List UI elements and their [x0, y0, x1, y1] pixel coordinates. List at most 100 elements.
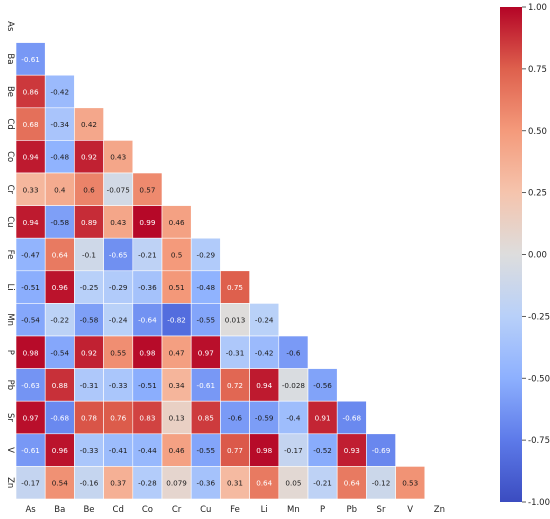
x-tick-label-Cr: Cr	[172, 505, 182, 515]
cell-Cd-Be	[74, 107, 104, 141]
cell-label-Pb-Li: 0.94	[256, 381, 272, 390]
y-tick-label-Pb: Pb	[5, 380, 15, 391]
cell-Mn-Cr	[161, 303, 192, 337]
cell-label-Sr-Mn: -0.4	[286, 414, 300, 423]
cell-Sr-Li	[249, 400, 280, 435]
cell-label-Li-Fe: 0.75	[227, 283, 243, 292]
cell-P-Cr	[161, 335, 192, 369]
cell-label-Cr-As: 0.33	[23, 185, 39, 194]
cell-V-P	[307, 433, 338, 467]
x-tick-label-Mn: Mn	[287, 505, 300, 515]
cell-Sr-Fe	[220, 400, 250, 435]
cell-label-Sr-Li: -0.59	[255, 414, 274, 423]
x-tick-label-Zn: Zn	[434, 505, 445, 515]
y-tick-label-Ba: Ba	[5, 53, 15, 64]
cell-Li-As	[15, 270, 46, 304]
cell-label-Mn-Li: -0.24	[255, 316, 274, 325]
cell-label-Cr-Be: 0.6	[83, 185, 95, 194]
y-tick-label-Mn: Mn	[5, 313, 15, 326]
cell-label-Co-Cd: 0.43	[110, 153, 126, 162]
cell-label-P-Be: 0.92	[81, 348, 97, 357]
cell-label-Mn-As: -0.54	[21, 316, 40, 325]
cell-label-Li-Co: -0.36	[138, 283, 157, 292]
x-tick-label-Ba: Ba	[54, 505, 65, 515]
y-tick-label-Cr: Cr	[5, 185, 15, 195]
cell-Zn-Cr	[161, 466, 192, 500]
x-tick-label-Fe: Fe	[230, 505, 240, 515]
cell-Sr-Pb	[336, 400, 367, 435]
colorbar-tick-label: -0.25	[528, 312, 550, 322]
cell-Cu-Cd	[103, 205, 134, 239]
cell-label-V-Cu: -0.55	[196, 446, 215, 455]
cell-label-V-Sr: -0.69	[372, 446, 391, 455]
cell-label-Zn-Fe: 0.31	[227, 479, 243, 488]
cell-label-Zn-V: 0.53	[402, 479, 418, 488]
cell-label-Fe-Be: -0.1	[82, 251, 96, 260]
cell-label-V-Fe: 0.77	[227, 446, 243, 455]
cell-label-Be-As: 0.86	[23, 88, 39, 97]
cell-Fe-Ba	[44, 237, 75, 272]
cell-Zn-Pb	[336, 466, 367, 500]
cell-Zn-Be	[74, 466, 104, 500]
cell-label-V-As: -0.61	[21, 446, 40, 455]
cell-label-Fe-Cd: -0.65	[109, 251, 128, 260]
cell-label-Fe-As: -0.47	[21, 251, 40, 260]
cell-Zn-Cd	[103, 466, 134, 500]
cell-label-Zn-Co: -0.28	[138, 479, 157, 488]
cell-label-Cu-Be: 0.89	[81, 218, 97, 227]
cell-Mn-Cd	[103, 303, 134, 337]
cell-label-V-P: -0.52	[313, 446, 332, 455]
cell-label-Mn-Co: -0.64	[138, 316, 157, 325]
cell-Cu-As	[15, 205, 46, 239]
cell-Sr-Be	[74, 400, 104, 435]
cell-Fe-Cd	[103, 237, 134, 272]
cell-V-Cu	[190, 433, 221, 467]
cell-label-Pb-Cu: -0.61	[196, 381, 215, 390]
cell-Zn-P	[307, 466, 338, 500]
cell-label-Sr-Cd: 0.76	[110, 414, 126, 423]
cell-P-Cd	[103, 335, 134, 369]
cell-Be-As	[15, 74, 46, 109]
cell-label-Pb-P: -0.56	[313, 381, 332, 390]
cell-label-V-Be: -0.33	[80, 446, 99, 455]
cell-label-Pb-Be: -0.31	[80, 381, 99, 390]
colorbar-tick-label: -1.00	[528, 498, 550, 508]
cell-label-V-Li: 0.98	[256, 446, 272, 455]
cell-label-Mn-Cu: -0.55	[196, 316, 215, 325]
cell-P-Mn	[278, 335, 309, 369]
cell-Li-Fe	[220, 270, 250, 304]
cell-Mn-Cu	[190, 303, 221, 337]
cell-label-P-Mn: -0.6	[286, 348, 300, 357]
cell-label-Mn-Ba: -0.22	[50, 316, 69, 325]
cell-Pb-Cr	[161, 368, 192, 402]
cell-Mn-Li	[249, 303, 280, 337]
cell-label-Fe-Ba: 0.64	[52, 251, 68, 260]
cell-P-Co	[132, 335, 163, 369]
x-tick-label-Pb: Pb	[347, 505, 358, 515]
cell-label-P-As: 0.98	[23, 348, 39, 357]
y-axis-tick-labels: As Ba Be Cd Co Cr Cu Fe Li Mn P Pb Sr V Zn	[5, 21, 15, 488]
cell-label-Zn-Mn: 0.05	[285, 479, 301, 488]
cell-Zn-Ba	[44, 466, 75, 500]
cell-Pb-P	[307, 368, 338, 402]
cell-label-Pb-Fe: 0.72	[227, 381, 243, 390]
cell-Sr-Cr	[161, 400, 192, 435]
x-tick-label-Li: Li	[261, 505, 268, 515]
cell-Cu-Ba	[44, 205, 75, 239]
cell-V-Be	[74, 433, 104, 467]
cell-label-Cu-Ba: -0.58	[50, 218, 69, 227]
cell-label-V-Ba: 0.96	[52, 446, 68, 455]
cell-Zn-V	[395, 466, 426, 500]
cell-label-Ba-As: -0.61	[21, 55, 40, 64]
x-tick-label-Cu: Cu	[200, 505, 211, 515]
x-tick-label-P: P	[320, 505, 325, 515]
cell-P-Fe	[220, 335, 250, 369]
cell-label-V-Cr: 0.46	[169, 446, 185, 455]
colorbar-tick-label: 0.00	[528, 251, 547, 261]
cell-Cu-Be	[74, 205, 104, 239]
cell-label-Li-Cu: -0.48	[196, 283, 215, 292]
cell-label-Co-Ba: -0.48	[50, 153, 69, 162]
y-tick-label-Cu: Cu	[5, 216, 15, 227]
cell-label-Cd-Ba: -0.34	[50, 120, 69, 129]
cell-label-Sr-As: 0.97	[23, 414, 39, 423]
